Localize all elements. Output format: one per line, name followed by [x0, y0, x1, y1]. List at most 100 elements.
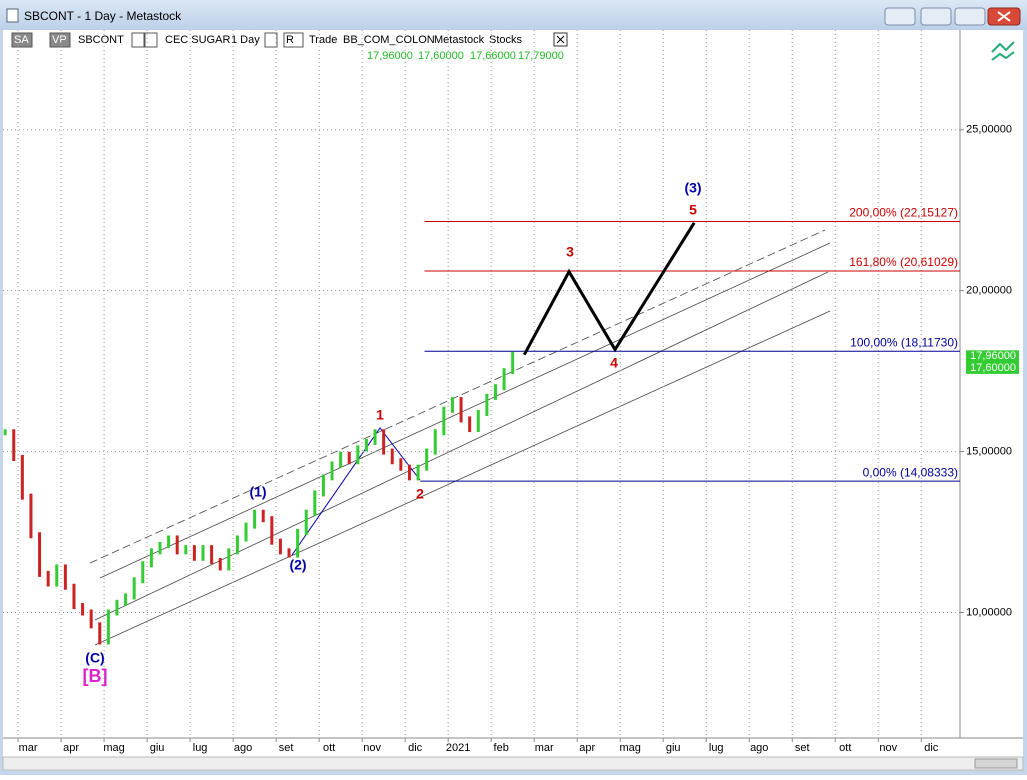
price-bar [459, 397, 463, 423]
price-bar [210, 545, 214, 564]
x-tick-label: ago [750, 742, 768, 754]
x-tick-label: lug [193, 742, 208, 754]
dropdown[interactable] [144, 32, 158, 48]
scroll-thumb[interactable] [974, 758, 1018, 769]
price-bar [89, 609, 93, 629]
price-bar [20, 455, 24, 500]
toolbar-label: SBCONT [78, 34, 124, 46]
price-bar [253, 509, 257, 529]
x-tick-label: dic [408, 742, 423, 754]
x-tick-label: dic [924, 742, 939, 754]
app-icon [6, 8, 19, 23]
price-bar [390, 448, 394, 465]
price-bar [433, 429, 437, 455]
fib-label: 161,80% (20,61029) [849, 255, 958, 269]
price-bar [38, 532, 42, 577]
price-bar [416, 464, 420, 481]
dropdown[interactable] [264, 32, 278, 48]
close-icon [997, 11, 1011, 22]
fib-label: 100,00% (18,11730) [850, 335, 958, 349]
channel-lines [89, 229, 831, 646]
wave-label: (1) [249, 484, 266, 500]
price-bar [98, 622, 102, 645]
toolbar-label: Trade [309, 34, 337, 46]
price-bar [364, 438, 368, 452]
fib-label: 200,00% (22,15127) [849, 206, 958, 220]
price-bar [296, 529, 300, 558]
price-bar [399, 458, 403, 471]
x-tick-label: giu [666, 742, 681, 754]
x-tick-label: lug [709, 742, 724, 754]
price-bar [115, 599, 119, 616]
x-tick-label: mag [620, 742, 641, 754]
price-bar [29, 493, 33, 539]
x-tick-label: apr [579, 742, 595, 754]
scrollbar[interactable] [2, 756, 1024, 771]
toolbar-button[interactable] [49, 32, 71, 48]
price-bar [382, 429, 386, 455]
wave-label: (2) [289, 557, 306, 573]
x-tick-label: nov [363, 742, 381, 754]
y-tick-label: 25,00000 [966, 124, 1012, 136]
dropdown[interactable] [131, 32, 145, 48]
price-bar [141, 561, 145, 584]
fib-label: 0,00% (14,08333) [863, 465, 958, 479]
wave-label: 5 [689, 202, 697, 218]
price-bar [261, 509, 265, 523]
x-tick-label: set [279, 742, 294, 754]
price-bar [184, 545, 188, 555]
x-tick-label: feb [494, 742, 509, 754]
wave-label: 4 [610, 355, 618, 371]
x-tick-label: ago [234, 742, 252, 754]
price-bar [278, 538, 282, 555]
toolbar-button[interactable] [283, 32, 304, 48]
wave-label: (C) [85, 650, 104, 666]
price-bar [493, 384, 497, 400]
price-bar [468, 416, 472, 433]
x-tick-label: mag [103, 742, 124, 754]
close-chart-icon [556, 35, 565, 44]
price-bar [313, 490, 317, 516]
wave-label: [B] [83, 666, 108, 686]
wave-label: 2 [416, 486, 424, 502]
wave-label: 1 [376, 407, 384, 423]
toolbar-button[interactable] [11, 32, 33, 48]
maximize-button[interactable] [954, 7, 986, 26]
price-bar [450, 397, 454, 413]
price-tag-label: 17,60000 [970, 362, 1016, 374]
y-tick-label: 15,00000 [966, 445, 1012, 457]
price-bar [63, 564, 67, 590]
price-bar [425, 448, 429, 471]
window-title: SBCONT - 1 Day - Metastock [24, 9, 182, 23]
price-bar [339, 451, 343, 468]
price-bar [12, 429, 16, 462]
ohlc-value: 17,60000 [418, 50, 464, 62]
restore-button[interactable] [884, 7, 916, 26]
toolbar-label: BB_COM_COLON [343, 34, 435, 46]
minimize-button[interactable] [920, 7, 952, 26]
x-tick-label: ott [323, 742, 335, 754]
x-tick-label: apr [63, 742, 79, 754]
price-bar [476, 409, 480, 433]
price-bar [270, 516, 274, 545]
price-bar [511, 352, 515, 375]
toolbar-label: CEC SUGAR [165, 34, 230, 46]
toolbar-label: 1 Day [231, 34, 260, 46]
chart-area [3, 30, 1023, 770]
price-bar [244, 522, 248, 542]
price-bar [201, 545, 205, 561]
price-bar [330, 461, 334, 481]
x-tick-label: giu [150, 742, 165, 754]
price-bar [55, 564, 59, 587]
price-bar [227, 548, 231, 571]
price-bar [158, 541, 162, 555]
ohlc-value: 17,96000 [367, 50, 413, 62]
price-bar [149, 548, 153, 568]
toolbar-label: Stocks [489, 34, 523, 46]
y-tick-label: 10,00000 [966, 606, 1012, 618]
chart-icon[interactable] [991, 41, 1015, 61]
price-bar [192, 545, 196, 561]
price-bar [287, 548, 291, 558]
y-tick-label: 20,00000 [966, 285, 1012, 297]
wave-line [291, 427, 421, 556]
